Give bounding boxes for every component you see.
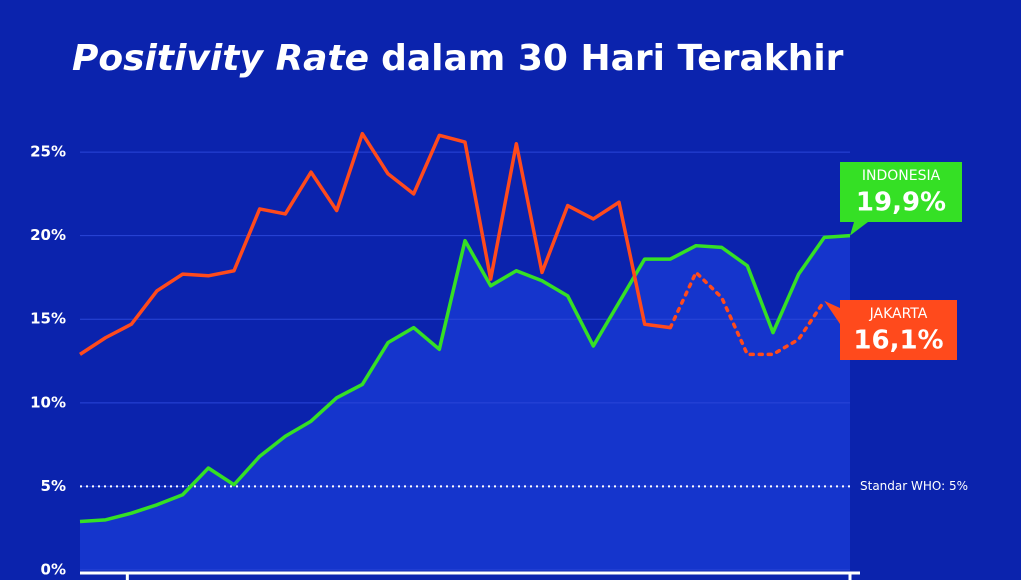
title-rest: dalam 30 Hari Terakhir [381,38,844,79]
y-tick-label: 0% [41,561,66,579]
y-tick-label: 15% [30,310,66,328]
end-value-label: 19,9% [856,188,946,218]
line [79,131,671,356]
reference-label: Standar WHO: 5% [860,479,968,493]
callout-pointer [850,222,868,236]
y-tick-label: 10% [30,393,66,411]
end-value-label: 16,1% [853,326,943,356]
callout-box [840,162,962,222]
y-tick-label: 5% [41,477,66,495]
chart-title: Positivity Rate dalam 30 Hari Terakhir [72,38,844,79]
legend-label: JAKARTA [869,306,928,322]
y-tick-label: 25% [30,143,66,161]
line [79,233,851,524]
legend-label: INDONESIA [862,168,941,184]
callout-pointer [824,300,840,324]
callout-box [840,300,957,360]
line-estimate [668,270,827,357]
y-tick-label: 20% [30,226,66,244]
title-italic: Positivity Rate [72,38,369,79]
